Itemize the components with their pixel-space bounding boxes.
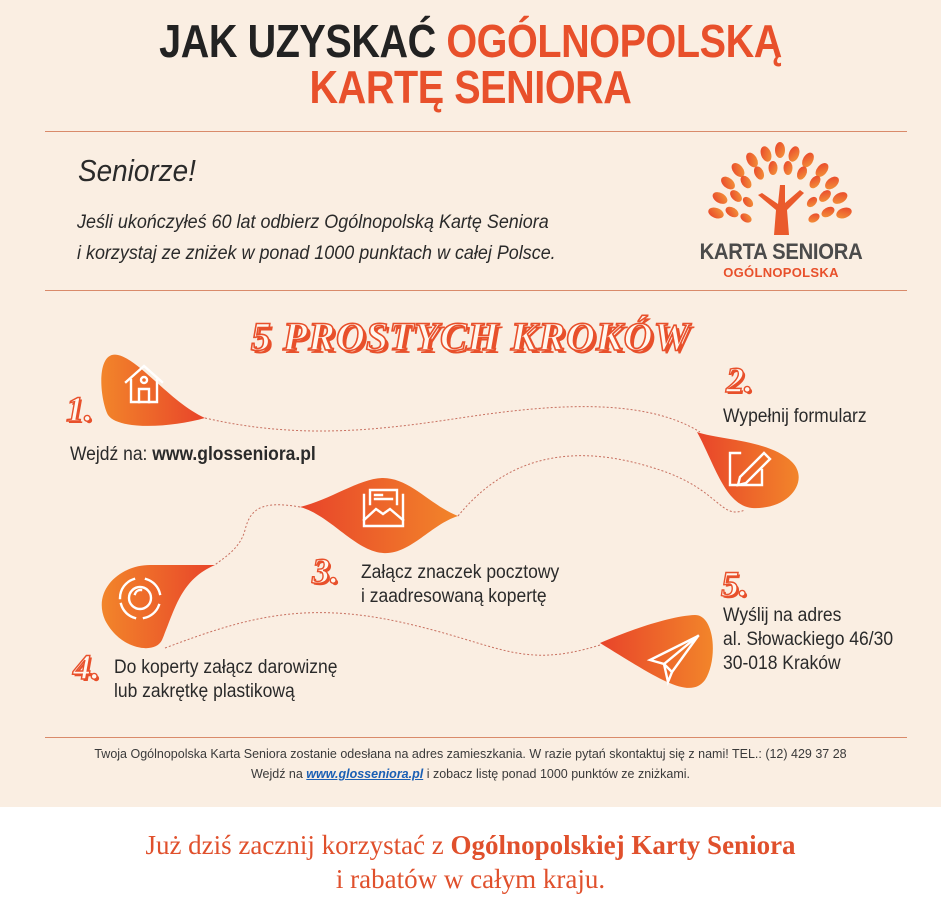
page-title-line1: JAK UZYSKAĆ OGÓLNOPOLSKĄ <box>66 16 875 66</box>
divider-top <box>45 131 907 132</box>
envelope-icon <box>362 488 405 528</box>
house-icon <box>124 364 164 404</box>
closing-line-1: Już dziś zacznij korzystać z Ogólnopolsk… <box>0 828 941 862</box>
title-accent-part: OGÓLNOPOLSKĄ <box>446 15 782 67</box>
edit-form-icon <box>728 451 772 487</box>
step-4-line-2: lub zakrętkę plastikową <box>114 681 295 702</box>
step-5-text: Wyślij na adres al. Słowackiego 46/30 30… <box>723 604 893 676</box>
footnote-line-1: Twoja Ogólnopolska Karta Seniora zostani… <box>94 747 847 761</box>
bottle-cap-icon <box>118 577 162 620</box>
step-5-line-2: al. Słowackiego 46/30 <box>723 629 894 650</box>
step-2-number: 2. <box>725 360 753 400</box>
page-title-line2: KARTĘ SENIORA <box>309 61 632 113</box>
step-3-blob <box>300 478 458 554</box>
step-1-text: Wejdź na: www.glosseniora.pl <box>70 443 316 467</box>
step-1-blob <box>101 354 205 426</box>
step-1-prefix: Wejdź na: <box>70 444 153 465</box>
step-4-text: Do koperty załącz darowiznę lub zakrętkę… <box>114 656 337 704</box>
closing-prefix: Już dziś zacznij korzystać z <box>145 830 451 860</box>
step-3-number: 3. <box>311 551 339 591</box>
footnote-line-2: Wejdź na www.glosseniora.pl i zobacz lis… <box>0 764 941 784</box>
step-5-blob <box>600 615 713 688</box>
logo-subtitle: OGÓLNOPOLSKA <box>723 265 839 280</box>
divider-bottom <box>45 737 907 738</box>
step-5-line-1: Wyślij na adres <box>723 605 842 626</box>
logo-title: KARTA SENIORA <box>699 239 863 264</box>
footnote-prefix: Wejdź na <box>250 767 307 781</box>
paper-plane-icon <box>646 634 700 687</box>
steps-path-graphic <box>101 354 799 688</box>
intro-text: Jeśli ukończyłeś 60 lat odbierz Ogólnopo… <box>77 207 556 269</box>
footnote-link[interactable]: www.glosseniora.pl <box>306 767 424 781</box>
step-5-line-3: 30-018 Kraków <box>723 653 841 674</box>
greeting: Seniorze! <box>78 153 196 188</box>
step-2-text: Wypełnij formularz <box>723 406 867 427</box>
closing-line-2: i rabatów w całym kraju. <box>335 864 606 894</box>
step-4-number: 4. <box>72 647 100 687</box>
step-1-url[interactable]: www.glosseniora.pl <box>152 444 316 465</box>
step-3-text: Załącz znaczek pocztowy i zaadresowaną k… <box>361 561 559 609</box>
intro-line-2: i korzystaj ze zniżek w ponad 1000 punkt… <box>77 242 556 264</box>
step-1-number: 1. <box>65 389 93 429</box>
step-3-line-2: i zaadresowaną kopertę <box>361 586 547 607</box>
closing-bold: Ogólnopolskiej Karty Seniora <box>450 830 796 860</box>
divider-middle <box>45 290 907 291</box>
step-5-number: 5. <box>720 564 748 604</box>
step-4-line-1: Do koperty załącz darowiznę <box>114 657 338 678</box>
step-3-line-1: Załącz znaczek pocztowy <box>361 562 560 583</box>
tree-icon <box>708 142 852 235</box>
footnote-suffix: i zobacz listę ponad 1000 punktów ze zni… <box>423 767 691 781</box>
title-dark-part: JAK UZYSKAĆ <box>159 15 447 67</box>
steps-title: 5 PROSTYCH KROKÓW <box>250 313 691 360</box>
intro-line-1: Jeśli ukończyłeś 60 lat odbierz Ogólnopo… <box>77 211 549 233</box>
